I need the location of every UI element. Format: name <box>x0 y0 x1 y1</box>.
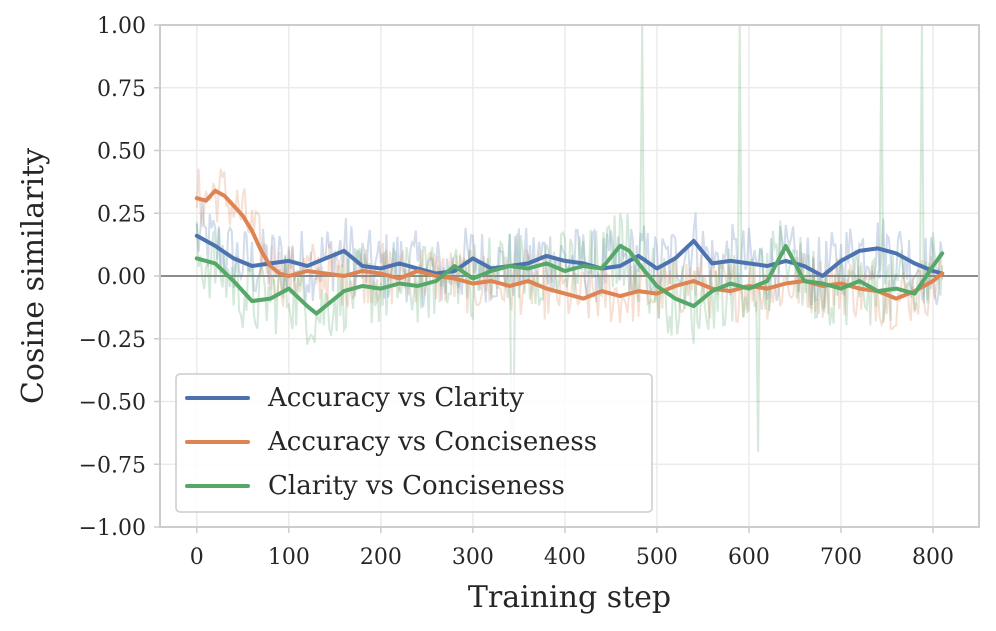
x-tick-label: 700 <box>820 545 862 570</box>
legend-label-accuracy-vs-clarity: Accuracy vs Clarity <box>267 383 524 413</box>
series-line-accuracy-vs-clarity <box>194 233 945 278</box>
raw-trace-accuracy-vs-conciseness <box>195 168 944 330</box>
y-tick-label: −0.25 <box>79 328 146 353</box>
y-tick-label: 0.75 <box>97 77 146 102</box>
x-tick-label: 500 <box>636 545 678 570</box>
y-tick-label: 0.00 <box>97 265 146 290</box>
y-tick-label: −0.50 <box>79 391 146 416</box>
x-tick-label: 600 <box>728 545 770 570</box>
x-axis-title: Training step <box>468 580 671 615</box>
y-axis-title: Cosine similarity <box>16 148 51 404</box>
y-tick-label: −1.00 <box>79 516 146 541</box>
smoothed-series <box>194 188 945 316</box>
x-tick-label: 300 <box>452 545 494 570</box>
raw-trace-clarity-vs-conciseness <box>195 24 944 453</box>
x-tick-label: 200 <box>360 545 402 570</box>
x-tick-label: 100 <box>268 545 310 570</box>
axis-ticks: 0 100 200 300 400 500 600 700 800 1.00 0.75 0.50 0.2… <box>79 14 954 570</box>
y-tick-label: 0.25 <box>97 202 146 227</box>
legend-box <box>175 373 653 513</box>
y-tick-label: −0.75 <box>79 453 146 478</box>
y-tick-label: 0.50 <box>97 140 146 165</box>
legend: Accuracy vs Clarity Accuracy vs Concisen… <box>175 373 653 513</box>
y-tick-label: 1.00 <box>97 14 146 39</box>
x-tick-label: 800 <box>912 545 954 570</box>
x-tick-label: 0 <box>190 545 204 570</box>
x-tick-label: 400 <box>544 545 586 570</box>
series-line-clarity-vs-conciseness <box>194 243 945 316</box>
legend-label-clarity-vs-conciseness: Clarity vs Conciseness <box>268 471 565 501</box>
legend-label-accuracy-vs-conciseness: Accuracy vs Conciseness <box>267 427 597 457</box>
